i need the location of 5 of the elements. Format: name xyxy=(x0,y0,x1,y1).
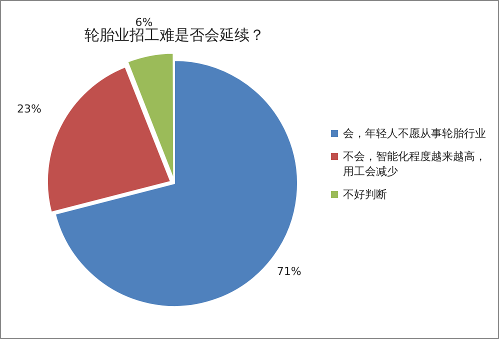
legend-label: 会，年轻人不愿从事轮胎行业 xyxy=(342,126,487,141)
legend-label: 不好判断 xyxy=(342,187,388,202)
data-label: 71% xyxy=(276,265,302,278)
data-label: 23% xyxy=(17,102,42,116)
legend-label: 不会，智能化程度越来越高，用工会减少 xyxy=(342,149,487,179)
